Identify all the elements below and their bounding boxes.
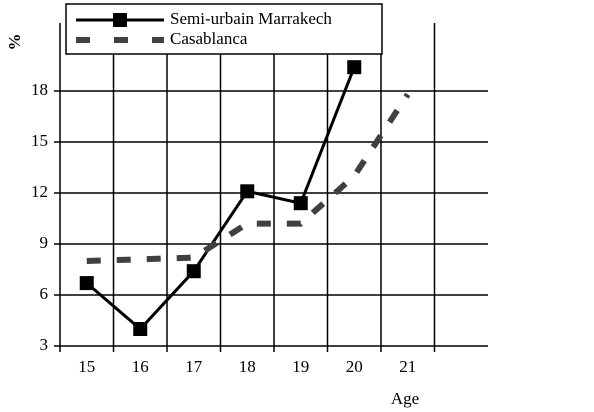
- x-tick-label: 16: [132, 357, 149, 376]
- x-tick-label: 21: [399, 357, 416, 376]
- marker: [186, 264, 201, 279]
- marker: [293, 196, 308, 211]
- x-tick-label: 19: [292, 357, 309, 376]
- y-tick-label: 3: [40, 335, 49, 354]
- legend-marker: [113, 13, 127, 27]
- y-axis-label: %: [5, 34, 24, 51]
- marker: [347, 60, 362, 75]
- y-tick-label: 15: [31, 131, 48, 150]
- x-tick-label: 20: [346, 357, 363, 376]
- legend-box: [65, 3, 383, 55]
- y-tick-label: 6: [40, 284, 49, 303]
- legend-label: Semi-urbain Marrakech: [170, 9, 332, 28]
- x-tick-label: 17: [185, 357, 203, 376]
- marker: [79, 276, 94, 291]
- y-tick-label: 18: [31, 80, 48, 99]
- y-tick-label: 12: [31, 182, 48, 201]
- marker: [133, 322, 148, 336]
- x-tick-label: 18: [239, 357, 256, 376]
- marker: [240, 184, 255, 199]
- series-line: [85, 66, 356, 332]
- series-line: [86, 92, 411, 264]
- x-axis-label: Age: [391, 389, 419, 408]
- x-tick-label: 15: [78, 357, 95, 376]
- legend-label: Casablanca: [170, 29, 248, 48]
- y-tick-label: 9: [40, 233, 49, 252]
